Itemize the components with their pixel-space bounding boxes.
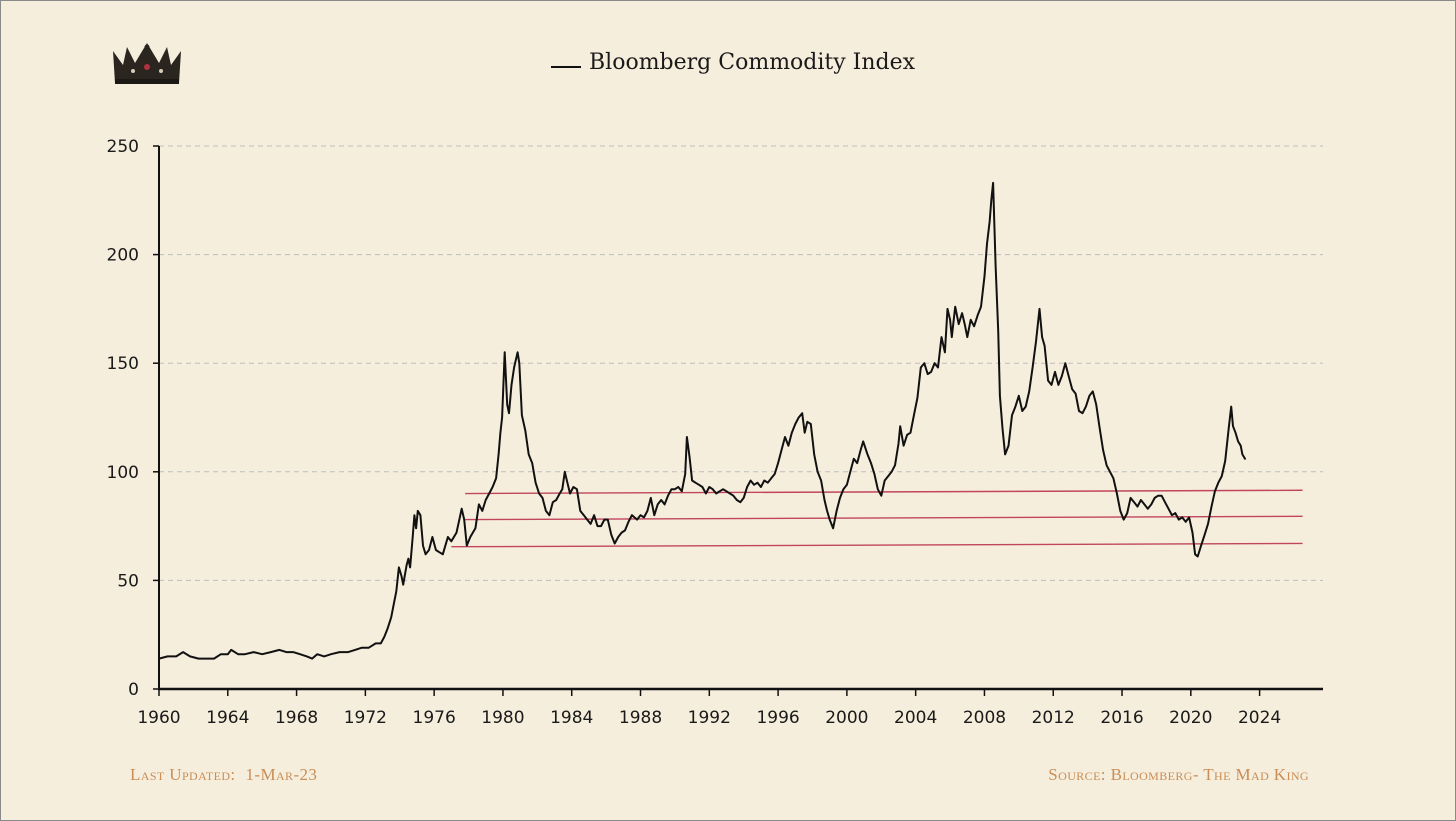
x-tick-label: 1972	[344, 708, 387, 728]
last-updated-value: 1-Mar-23	[245, 765, 318, 784]
x-tick-label: 1980	[481, 708, 524, 728]
x-tick-label: 2016	[1100, 708, 1143, 728]
y-tick-label: 150	[107, 354, 139, 374]
x-tick-label: 1976	[413, 708, 456, 728]
x-tick-label: 1992	[688, 708, 731, 728]
y-tick-label: 100	[107, 463, 139, 483]
axes: 0 50 100 150 200 250 1960 1964 1968 1972 1976 1980 1…	[107, 137, 1323, 728]
y-tick-label: 0	[128, 680, 139, 700]
y-tick-label: 50	[117, 571, 139, 591]
x-tick-label: 1960	[137, 708, 180, 728]
x-tick-label: 1988	[619, 708, 662, 728]
x-tick-label: 1996	[756, 708, 799, 728]
chart-legend: Bloomberg Commodity Index	[551, 50, 916, 75]
x-tick-label: 2024	[1238, 708, 1281, 728]
x-tick-label: 1964	[206, 708, 249, 728]
x-tick-label: 2000	[825, 708, 868, 728]
x-tick-label: 1984	[550, 708, 593, 728]
y-tick-label: 250	[107, 137, 139, 157]
x-tick-label: 2008	[963, 708, 1006, 728]
support-line	[465, 489, 1303, 495]
crown-icon	[113, 43, 181, 84]
x-tick-label: 2020	[1169, 708, 1212, 728]
source-credit: Source: Bloomberg- The Mad King	[1048, 765, 1309, 784]
series-group	[158, 181, 1246, 660]
gridlines	[159, 145, 1323, 581]
last-updated-label: Last Updated:	[130, 765, 236, 784]
x-tick-label: 2004	[894, 708, 937, 728]
x-tick-label: 2012	[1032, 708, 1075, 728]
y-tick-label: 200	[107, 246, 139, 266]
support-line	[451, 542, 1303, 548]
chart-title: Bloomberg Commodity Index	[589, 50, 916, 75]
series-line	[158, 181, 1246, 660]
last-updated: Last Updated: 1-Mar-23	[130, 765, 317, 785]
x-tick-label: 1968	[275, 708, 318, 728]
